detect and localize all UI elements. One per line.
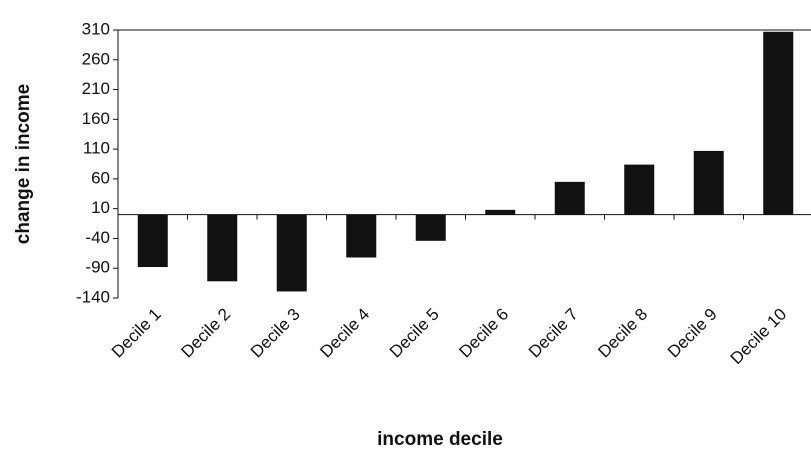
y-tick-label: 10 — [91, 198, 110, 217]
x-tick-label: Decile 5 — [386, 305, 443, 362]
bar — [137, 214, 168, 268]
x-tick-label: Decile 8 — [594, 305, 651, 362]
y-tick-label: 260 — [82, 49, 110, 68]
bar — [624, 164, 655, 215]
x-axis-title: income decile — [377, 429, 503, 450]
bar — [415, 214, 446, 241]
bar — [346, 214, 377, 258]
x-tick-label: Decile 10 — [727, 305, 791, 369]
y-axis-title: change in income — [13, 84, 34, 244]
y-tick-label: 210 — [82, 79, 110, 98]
y-tick-label: 60 — [91, 168, 110, 187]
x-tick-label: Decile 3 — [247, 305, 304, 362]
bar — [554, 181, 585, 215]
bar — [276, 214, 307, 292]
y-tick-label: 160 — [82, 109, 110, 128]
y-tick-label: 310 — [82, 19, 110, 38]
x-tick-label: Decile 6 — [455, 305, 512, 362]
y-tick-label: -40 — [85, 228, 110, 247]
x-tick-label: Decile 9 — [664, 305, 721, 362]
bar — [693, 150, 724, 215]
x-tick-label: Decile 1 — [108, 305, 165, 362]
y-tick-label: -90 — [85, 258, 110, 277]
y-tick-label: 110 — [83, 139, 110, 158]
x-tick-label: Decile 7 — [525, 305, 582, 362]
bar — [763, 31, 794, 215]
x-tick-label: Decile 2 — [177, 305, 234, 362]
bar — [485, 209, 516, 215]
bar — [207, 214, 238, 282]
y-tick-label: -140 — [76, 287, 110, 306]
x-tick-label: Decile 4 — [316, 305, 373, 362]
